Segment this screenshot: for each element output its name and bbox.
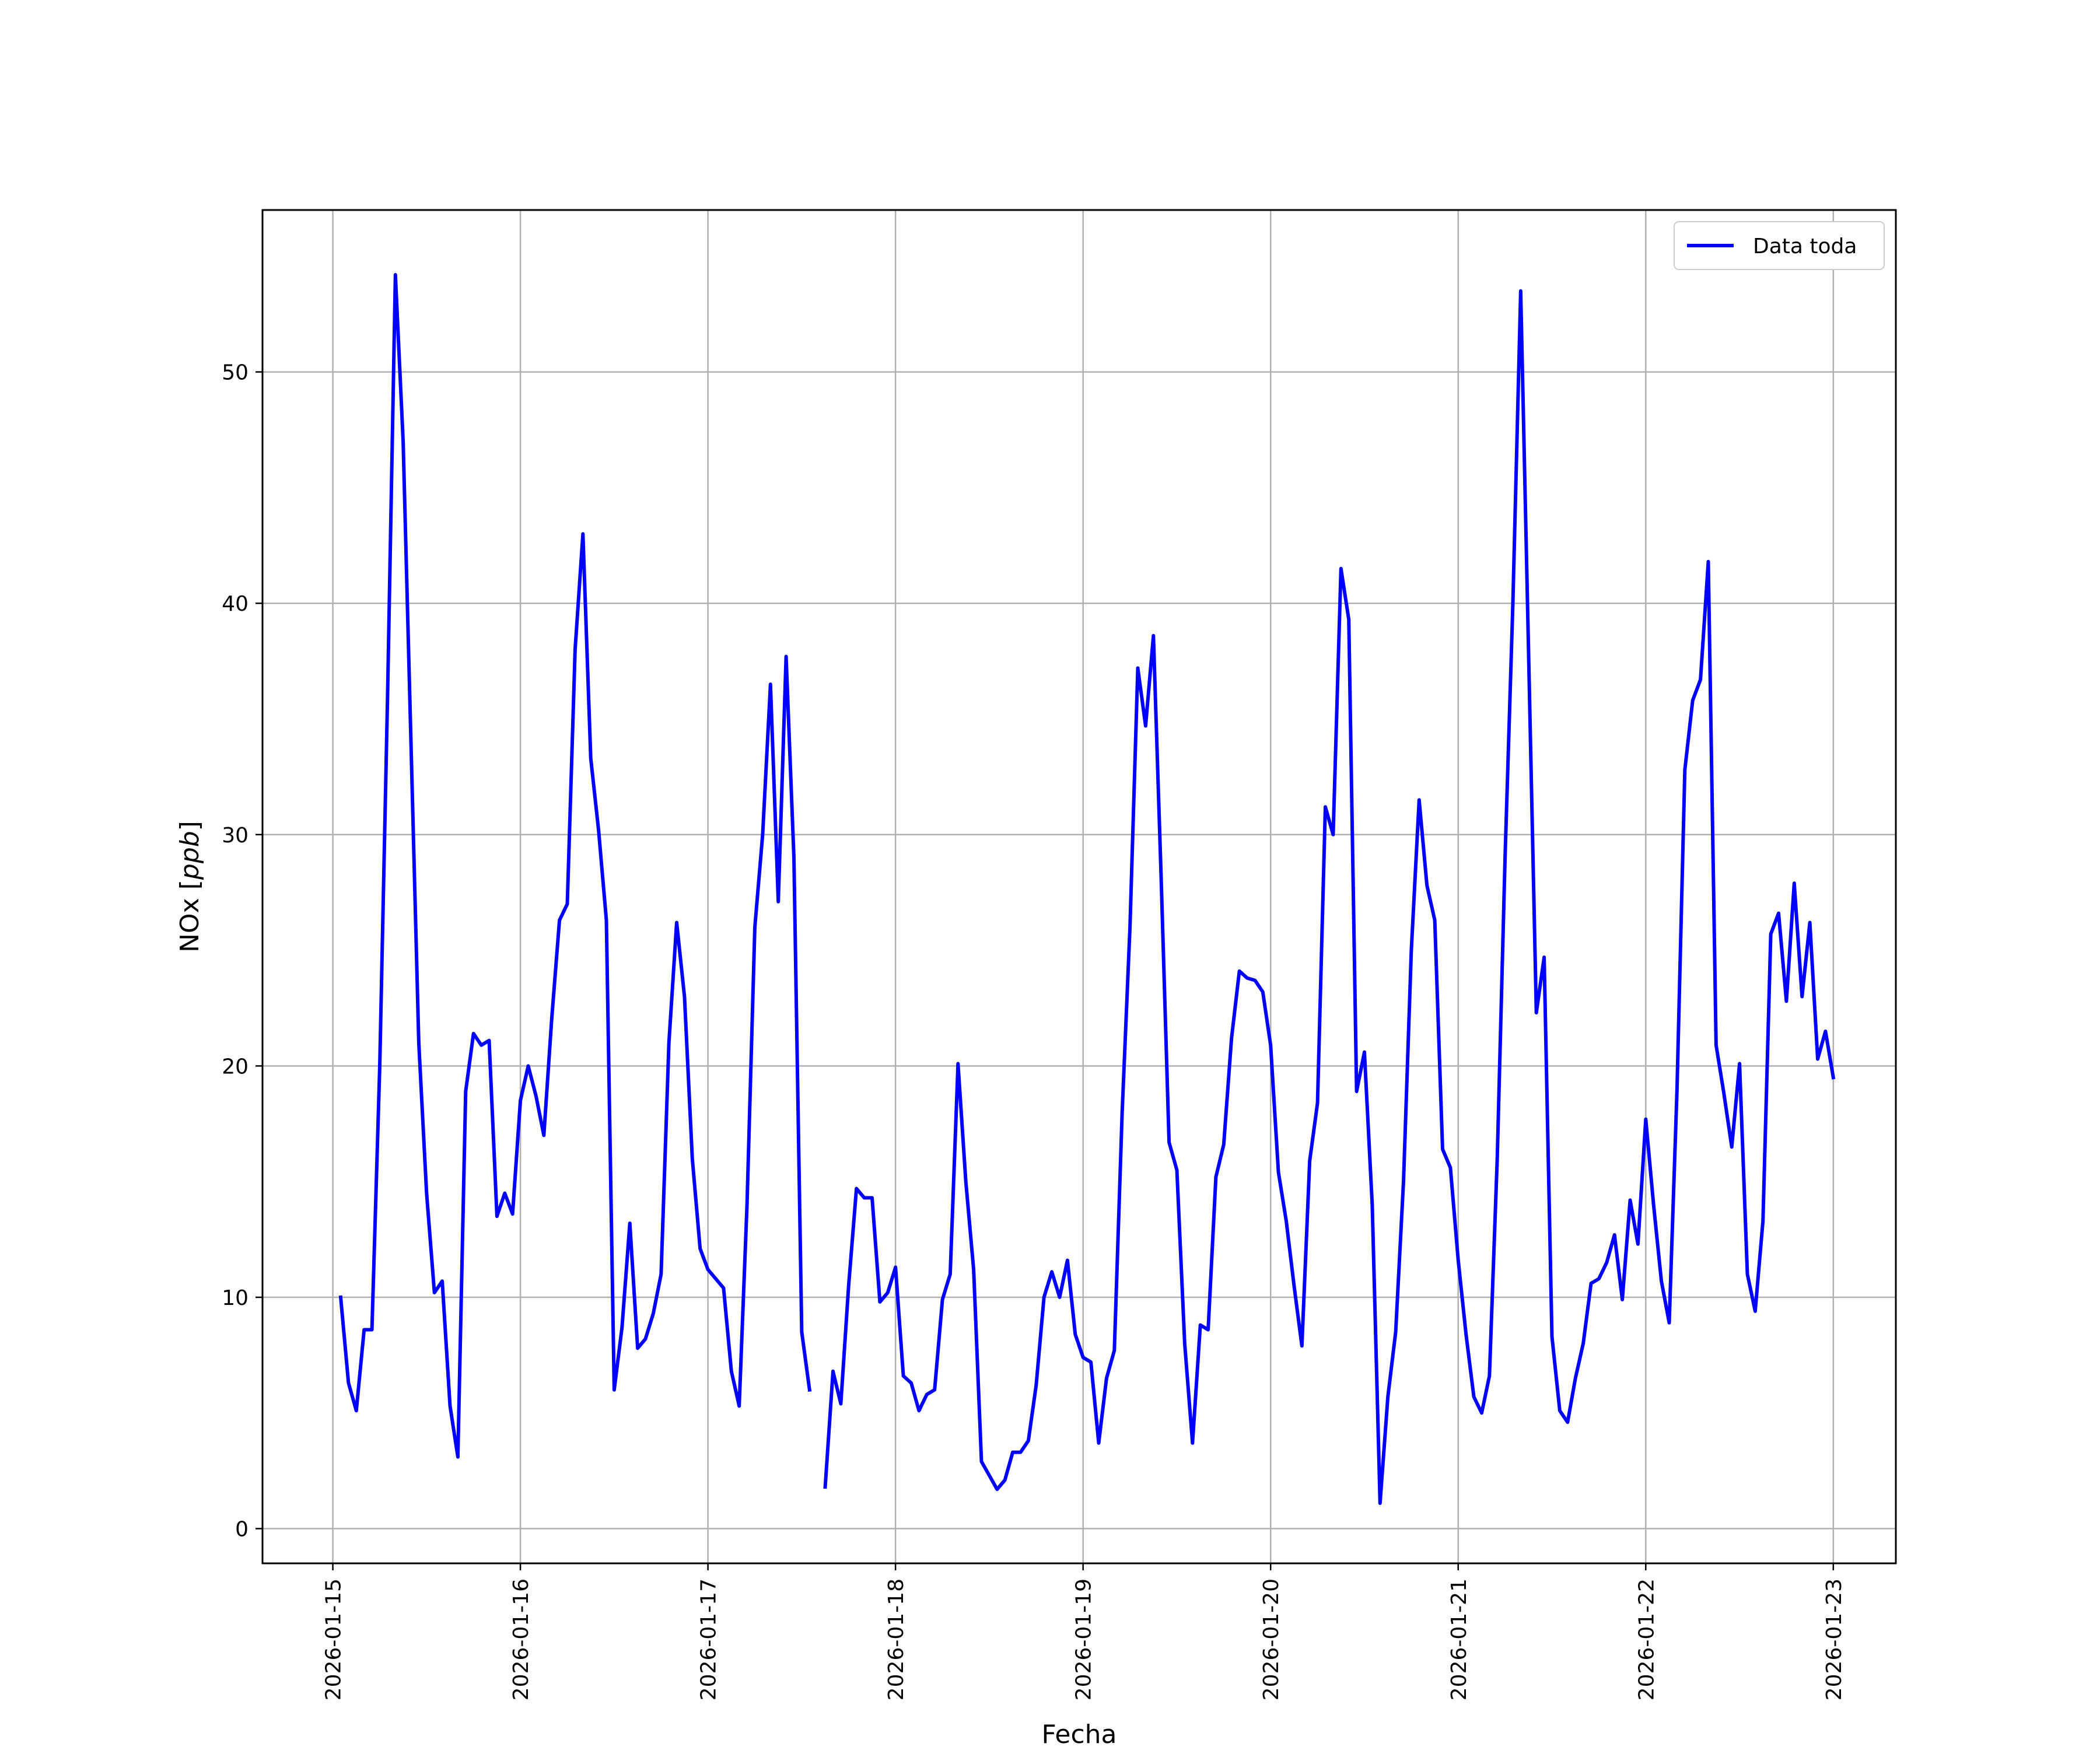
y-axis: 0 10 20 30 40 50 [222, 361, 262, 1542]
legend-box [1674, 221, 1885, 270]
series-line [823, 289, 1836, 1505]
x-axis-label: Fecha [1041, 1720, 1116, 1749]
y-tick-label: 0 [235, 1518, 249, 1542]
plot-area-frame [261, 209, 1897, 1564]
y-axis-label-close: ] [175, 821, 205, 831]
y-axis-label-unit: ppb [175, 831, 205, 880]
y-axis-label-text: NOx [ [175, 880, 205, 953]
y-tick-label: 40 [222, 592, 249, 616]
y-tick-label: 10 [222, 1286, 249, 1310]
x-tick-label: 2026-01-16 [509, 1578, 533, 1700]
x-tick-label: 2026-01-20 [1259, 1578, 1283, 1700]
series-line [338, 273, 812, 1459]
y-axis-label: NOx [ppb] [175, 821, 205, 953]
y-tick-label: 20 [222, 1055, 249, 1079]
y-tick-label: 50 [222, 361, 249, 385]
grid-lines [262, 210, 1896, 1563]
x-axis: 2026-01-15 2026-01-16 2026-01-17 2026-01-18… [322, 1563, 1846, 1700]
data-series [338, 273, 1836, 1505]
legend: Data toda [1674, 221, 1885, 270]
y-tick-label: 30 [222, 824, 249, 848]
legend-label: Data toda [1753, 235, 1857, 258]
x-tick-label: 2026-01-17 [697, 1578, 721, 1700]
x-tick-label: 2026-01-15 [322, 1578, 346, 1700]
x-tick-label: 2026-01-19 [1072, 1578, 1096, 1700]
x-tick-label: 2026-01-18 [884, 1578, 908, 1700]
x-tick-label: 2026-01-23 [1822, 1578, 1846, 1700]
x-tick-label: 2026-01-22 [1634, 1578, 1658, 1700]
x-tick-label: 2026-01-21 [1447, 1578, 1471, 1700]
